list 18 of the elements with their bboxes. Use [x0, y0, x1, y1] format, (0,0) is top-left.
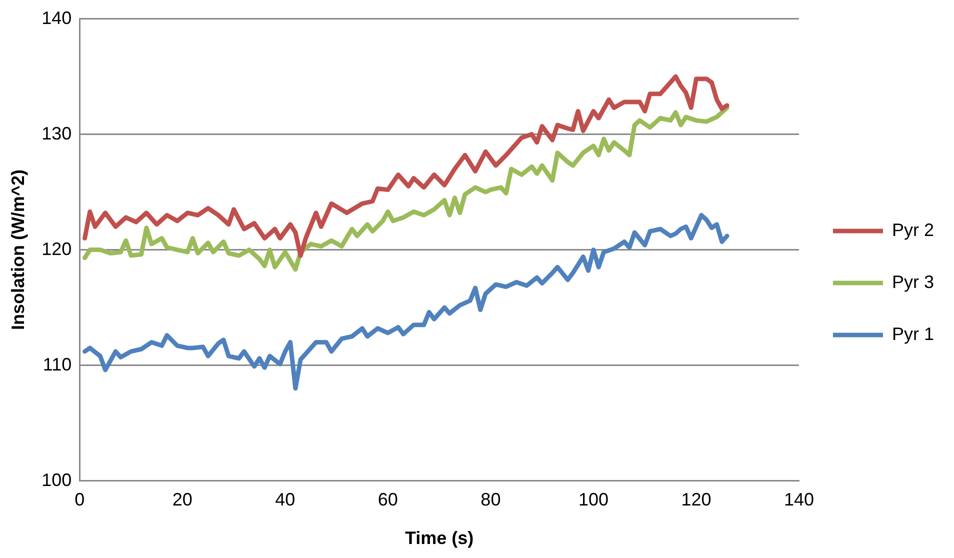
legend-label: Pyr 2	[892, 220, 934, 240]
y-tick-label: 110	[42, 354, 72, 374]
x-tick-label: 100	[578, 490, 608, 510]
x-tick-label: 40	[275, 490, 296, 510]
y-tick-label: 140	[42, 8, 72, 28]
x-tick-label: 0	[74, 490, 85, 510]
x-axis-title: Time (s)	[404, 528, 474, 548]
x-tick-label: 140	[784, 490, 814, 510]
x-tick-label: 80	[480, 490, 501, 510]
x-tick-label: 60	[378, 490, 398, 510]
legend-label: Pyr 1	[892, 324, 934, 344]
y-axis-title: Insolation (W/m^2)	[8, 170, 28, 330]
y-tick-label: 120	[42, 238, 72, 259]
x-tick-label: 120	[681, 490, 712, 510]
y-tick-label: 130	[42, 123, 72, 144]
y-tick-label: 100	[42, 470, 72, 490]
legend-label: Pyr 3	[892, 272, 934, 292]
x-tick-label: 20	[172, 490, 192, 510]
